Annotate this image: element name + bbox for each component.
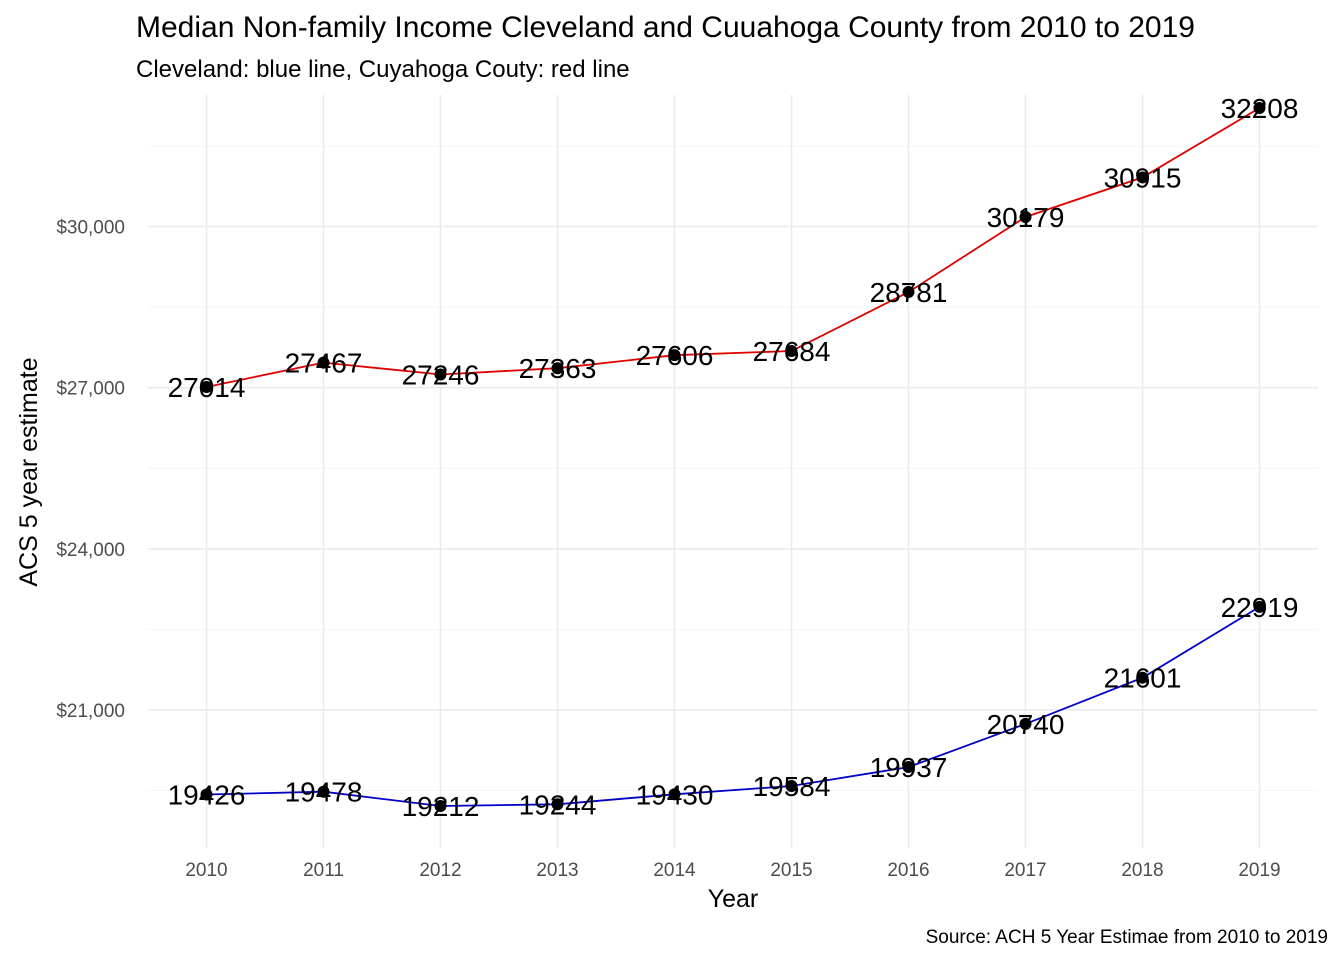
- data-label: 30915: [1104, 162, 1182, 193]
- x-tick-label: 2012: [419, 860, 461, 881]
- chart-caption: Source: ACH 5 Year Estimae from 2010 to …: [926, 927, 1328, 948]
- data-label: 27363: [519, 353, 597, 384]
- data-point: [1136, 171, 1149, 184]
- data-point: [317, 785, 330, 798]
- x-tick-label: 2017: [1004, 860, 1046, 881]
- data-label: 19430: [636, 779, 714, 810]
- data-point: [668, 349, 681, 362]
- x-tick-label: 2010: [185, 860, 227, 881]
- x-axis-title: Year: [708, 885, 759, 913]
- data-label: 19426: [168, 780, 246, 811]
- series-line-2: [206, 606, 1260, 807]
- y-axis-title: ACS 5 year estimate: [15, 357, 43, 586]
- data-point: [434, 368, 447, 381]
- data-point: [200, 380, 213, 393]
- data-label: 19478: [285, 777, 363, 808]
- y-tick-label: $21,000: [56, 701, 125, 722]
- grid: [148, 95, 1318, 848]
- x-tick-label: 2013: [536, 860, 578, 881]
- series-line-1: [206, 107, 1260, 388]
- x-tick-label: 2018: [1121, 860, 1163, 881]
- data-label: 27606: [636, 340, 714, 371]
- data-label: 21601: [1104, 663, 1182, 694]
- data-label: 27684: [753, 336, 831, 367]
- x-axis-ticks: 2010 2011 2012 2013 2014 2015 2016 2017 2018 2019: [185, 860, 1280, 881]
- data-point: [434, 799, 447, 812]
- data-label: 19584: [753, 771, 831, 802]
- data-label: 19937: [870, 752, 948, 783]
- data-point: [1136, 671, 1149, 684]
- data-label: 22919: [1221, 592, 1299, 623]
- y-tick-label: $27,000: [56, 379, 125, 400]
- data-point: [551, 798, 564, 811]
- data-point: [785, 344, 798, 357]
- data-point: [785, 780, 798, 793]
- data-point: [668, 788, 681, 801]
- data-point: [551, 362, 564, 375]
- data-point: [1253, 101, 1266, 114]
- data-point: [902, 761, 915, 774]
- x-tick-label: 2011: [303, 860, 344, 881]
- series-layer: [200, 101, 1266, 812]
- y-axis-ticks: $21,000 $24,000 $27,000 $30,000: [56, 218, 125, 722]
- x-tick-label: 2014: [653, 860, 696, 881]
- data-point: [902, 286, 915, 299]
- data-label: 30179: [987, 202, 1065, 233]
- y-tick-label: $24,000: [56, 540, 125, 561]
- data-label: 20740: [987, 709, 1065, 740]
- data-label: 27246: [402, 360, 480, 391]
- y-tick-label: $30,000: [56, 218, 125, 239]
- chart-title: Median Non-family Income Cleveland and C…: [136, 11, 1195, 44]
- data-point: [1019, 210, 1032, 223]
- x-tick-label: 2015: [770, 860, 812, 881]
- data-label: 28781: [870, 277, 948, 308]
- data-label: 27014: [168, 372, 246, 403]
- data-point: [1019, 717, 1032, 730]
- x-tick-label: 2019: [1238, 860, 1280, 881]
- data-label-layer: 27014 27467 27246 27363 27606 27684 28781 30179…: [168, 93, 1299, 822]
- data-point: [200, 788, 213, 801]
- data-label: 19212: [402, 791, 480, 822]
- data-label: 27467: [285, 348, 363, 379]
- x-tick-label: 2016: [887, 860, 929, 881]
- data-label: 32208: [1221, 93, 1299, 124]
- data-point: [317, 356, 330, 369]
- data-point: [1253, 600, 1266, 613]
- chart-subtitle: Cleveland: blue line, Cuyahoga Couty: re…: [136, 56, 630, 83]
- data-label: 19244: [519, 789, 597, 820]
